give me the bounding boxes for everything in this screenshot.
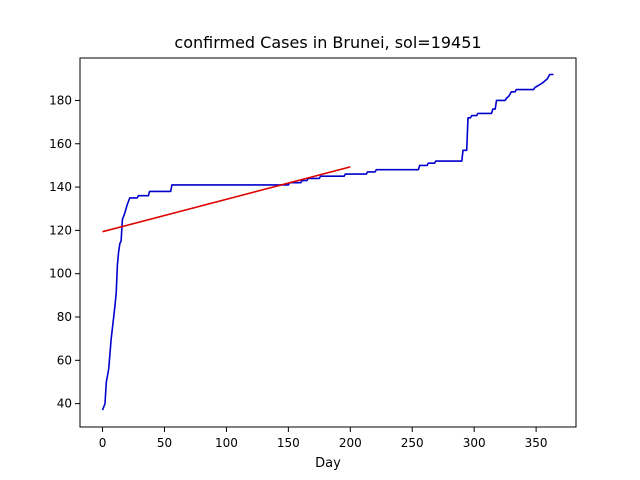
chart-title: confirmed Cases in Brunei, sol=19451 (174, 33, 481, 52)
x-axis-label: Day (315, 456, 341, 471)
y-tick-label: 160 (49, 137, 72, 151)
x-tick-label: 0 (99, 436, 107, 450)
y-tick-label: 60 (57, 353, 72, 367)
x-tick-label: 350 (525, 436, 548, 450)
cases-series-line (101, 73, 554, 411)
y-axis: 40 60 80 100 120 140 160 180 (49, 93, 80, 411)
y-tick-label: 180 (49, 93, 72, 107)
x-axis: 0 50 100 150 200 250 300 350 (99, 427, 548, 450)
fit-series-line (102, 166, 351, 233)
x-tick-label: 150 (277, 436, 300, 450)
y-tick-label: 140 (49, 180, 72, 194)
x-tick-label: 300 (463, 436, 486, 450)
y-tick-label: 80 (57, 310, 72, 324)
y-tick-label: 40 (57, 397, 72, 411)
x-tick-label: 200 (339, 436, 362, 450)
x-tick-label: 100 (215, 436, 238, 450)
y-tick-label: 120 (49, 223, 72, 237)
series-layer (101, 73, 554, 411)
plot-frame (79, 57, 577, 428)
x-tick-label: 250 (401, 436, 424, 450)
x-tick-label: 50 (157, 436, 172, 450)
y-tick-label: 100 (49, 267, 72, 281)
